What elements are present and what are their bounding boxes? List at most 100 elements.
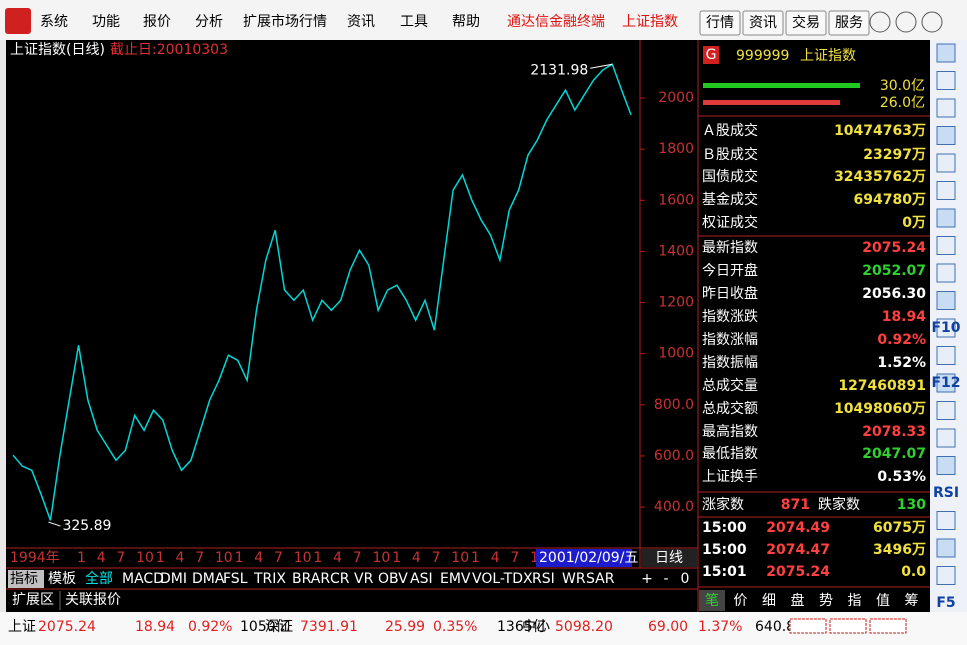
y-tick-label: 600.0 [654,448,694,464]
toolbar-label[interactable]: F5 [936,595,955,611]
status-item: 25.99 [385,619,425,635]
tab[interactable]: DMI [160,571,187,587]
top-button[interactable] [785,10,827,36]
tab-control[interactable]: 0 [681,571,690,587]
toolbar-icon[interactable] [936,456,956,475]
tab[interactable]: VOL-TDX [472,571,533,587]
status-item: 中小 [522,619,550,635]
status-icon [789,618,827,634]
time-label: 7 [432,550,441,566]
price-line [12,63,632,521]
status-item: 1.37% [698,619,742,635]
toolbar-icon[interactable] [936,153,956,173]
tab[interactable]: VR [354,571,374,587]
toolbar-icon[interactable] [936,263,956,283]
tab[interactable]: 全部 [85,570,113,587]
quote-value: 0.53% [877,469,926,485]
toolbar-label[interactable]: RSI [933,485,959,501]
status-item: 1365亿 [497,619,547,635]
menu-item[interactable]: 分析 [195,14,223,30]
toolbar-icon[interactable] [936,401,956,420]
quote-label: 总成交额 [702,400,758,417]
y-tick-label: 400.0 [654,499,694,515]
top-button-label[interactable]: 行情 [706,15,734,31]
panel-tab[interactable]: 指 [848,593,862,609]
tab[interactable]: BRAR [292,571,330,587]
panel-tab[interactable]: 盘 [791,592,805,609]
panel-tab[interactable]: 细 [762,593,776,609]
sub-tab[interactable]: 关联报价 [65,592,121,608]
tab-control[interactable]: - [663,571,668,587]
toolbar-icon[interactable] [936,511,956,530]
panel-tab[interactable]: 势 [819,593,833,609]
tab[interactable]: FSL [223,571,248,587]
quote-label: 今日开盘 [702,262,758,279]
top-button-label[interactable]: 服务 [835,15,863,31]
toolbar-icon[interactable] [936,126,956,145]
menu-item[interactable]: 工具 [400,14,428,30]
annotation: 325.89 [62,518,111,534]
status-item: 上证 [8,619,36,635]
quote-label: Ａ股成交 [702,122,758,139]
menu-item[interactable]: 扩展市场行情 [243,13,327,30]
quote-value: 694780万 [854,192,926,208]
toolbar-icon[interactable] [936,538,956,558]
menu-item[interactable]: 帮助 [452,14,480,30]
toolbar-icon[interactable] [936,566,956,585]
panel-tab[interactable]: 值 [876,593,890,609]
toolbar-icon[interactable] [936,71,956,90]
top-button[interactable] [699,10,741,36]
toolbar-label[interactable]: F12 [931,375,960,391]
panel-tab[interactable]: 筹 [905,592,919,609]
tab[interactable]: EMV [440,571,471,587]
toolbar-icon[interactable] [936,43,956,63]
tick-price: 2075.24 [766,564,830,580]
tab[interactable]: TRIX [253,571,286,587]
tab[interactable]: ASI [410,571,433,587]
toolbar-icon[interactable] [936,373,956,393]
tab[interactable]: CR [330,571,350,587]
badge-box [703,46,719,64]
window-control[interactable] [921,11,943,33]
sub-tab[interactable]: 扩展区 [12,592,54,608]
quote-label: 最新指数 [702,240,758,256]
time-label: 10 [294,550,312,566]
toolbar-icon[interactable] [936,428,956,448]
time-label: 1 [156,550,165,566]
quote-value: 10474763万 [834,123,926,139]
toolbar-label[interactable]: F10 [931,320,960,336]
top-button[interactable] [828,10,870,36]
toolbar-icon[interactable] [936,98,956,118]
toolbar-icon[interactable] [936,346,956,365]
tab[interactable]: SAR [586,571,615,587]
toolbar-icon[interactable] [936,318,956,338]
tab-control[interactable]: + [641,571,653,587]
tab[interactable]: RSI [532,571,555,587]
panel-tab[interactable]: 价 [734,593,748,609]
chart-subtitle: 截止日:20010303 [110,42,228,58]
tab[interactable]: 模板 [48,571,76,587]
toolbar-icon[interactable] [936,291,956,310]
toolbar-icon[interactable] [936,181,956,200]
quote-name: 上证指数 [800,48,856,64]
tab[interactable]: MACD [122,571,164,587]
tab[interactable]: WR [562,571,586,587]
toolbar-icon[interactable] [936,236,956,255]
toolbar-icon[interactable] [936,208,956,228]
y-tick-label: 1000 [658,346,694,362]
menu-item[interactable]: 功能 [92,14,120,30]
menu-item[interactable]: 报价 [143,14,171,30]
window-control[interactable] [895,11,917,33]
tab[interactable]: DMA [192,571,225,587]
panel-tab[interactable]: 笔 [705,593,719,609]
menu-item[interactable]: 资讯 [347,14,375,30]
top-button[interactable] [742,10,784,36]
tab[interactable]: 指标 [10,571,38,587]
menu-item[interactable]: 系统 [40,14,68,30]
quote-value: 10498060万 [834,401,926,417]
status-icon [869,618,907,634]
top-button-label[interactable]: 资讯 [749,15,777,31]
top-button-label[interactable]: 交易 [792,14,820,31]
tab[interactable]: OBV [378,571,408,587]
window-control[interactable] [869,11,891,33]
